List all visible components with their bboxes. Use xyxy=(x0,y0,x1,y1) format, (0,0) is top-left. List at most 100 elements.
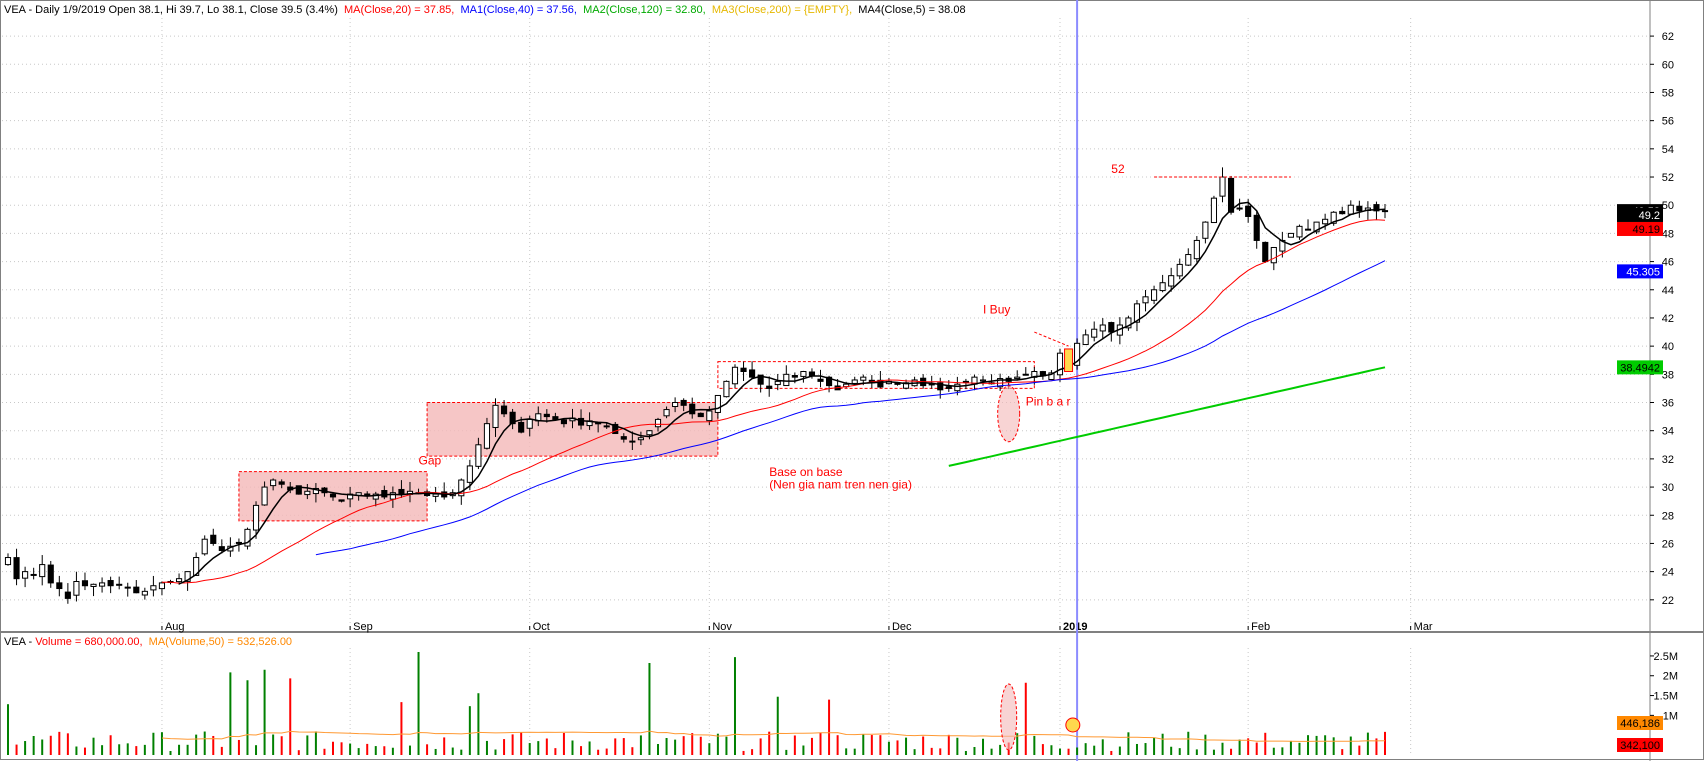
candle-body xyxy=(980,380,985,381)
buy-highlight xyxy=(1065,349,1073,372)
candle-body xyxy=(330,494,335,497)
candle-body xyxy=(818,379,823,381)
price-tag-label: 38.4942 xyxy=(1620,362,1660,374)
candle-body xyxy=(1211,198,1216,222)
candle-body xyxy=(527,419,532,428)
candle-body xyxy=(134,587,139,593)
candle-body xyxy=(809,372,814,376)
candle-body xyxy=(1100,325,1105,331)
candle-body xyxy=(117,584,122,585)
y-tick-label: 60 xyxy=(1662,59,1674,71)
annotation-base-sub: (Nen gia nam tren nen gia) xyxy=(769,477,912,491)
candle xyxy=(1263,241,1268,262)
ma40-legend: MA1(Close,40) = 37.56, xyxy=(461,4,577,16)
candle-body xyxy=(655,419,660,426)
y-tick-label: 28 xyxy=(1662,510,1674,522)
candle-body xyxy=(467,466,472,482)
candle-body xyxy=(91,584,96,586)
candle-body xyxy=(159,583,164,589)
candle-body xyxy=(792,376,797,378)
candle-body xyxy=(74,581,79,595)
candle-body xyxy=(1237,208,1242,209)
candle-body xyxy=(1348,205,1353,214)
candle-body xyxy=(630,441,635,442)
y-tick-label: 40 xyxy=(1662,341,1674,353)
annotation-gap: Gap xyxy=(419,454,442,468)
candle-body xyxy=(621,437,626,440)
candle-body xyxy=(784,374,789,385)
annotation-resistance: 52 xyxy=(1111,162,1125,176)
candle-body xyxy=(1220,177,1225,196)
y-tick-label: 42 xyxy=(1662,313,1674,325)
candle-body xyxy=(1382,211,1387,212)
y-tick-label: 46 xyxy=(1662,257,1674,269)
candle-body xyxy=(31,574,36,575)
candle-body xyxy=(767,386,772,388)
candle-body xyxy=(108,581,113,586)
candle-body xyxy=(339,500,344,501)
candle-body xyxy=(707,411,712,421)
x-tick-label: Feb xyxy=(1251,621,1270,633)
candle-body xyxy=(82,581,87,586)
candle-body xyxy=(1109,323,1114,333)
candle-body xyxy=(673,403,678,407)
candle-body xyxy=(750,370,755,377)
candle-body xyxy=(399,489,404,494)
x-tick-label: Mar xyxy=(1414,621,1433,633)
candle-body xyxy=(151,586,156,590)
ma20-legend: MA(Close,20) = 37.85, xyxy=(344,4,454,16)
candle-body xyxy=(493,405,498,427)
y-tick-label: 30 xyxy=(1662,482,1674,494)
y-tick-label: 32 xyxy=(1662,454,1674,466)
candle-body xyxy=(142,591,147,595)
volume-prefix: VEA - xyxy=(4,636,35,648)
candle-body xyxy=(40,565,45,577)
y-tick-label: 26 xyxy=(1662,538,1674,550)
candle xyxy=(1075,338,1080,369)
x-tick-label: Aug xyxy=(165,621,185,633)
candle-body xyxy=(1254,215,1259,240)
candle-body xyxy=(476,445,481,467)
candle-body xyxy=(57,583,62,589)
ma5-legend: MA4(Close,5) = 38.08 xyxy=(858,4,965,16)
candle-body xyxy=(48,565,53,583)
volume-value: Volume = 680,000.00, xyxy=(35,636,142,648)
candle-body xyxy=(801,372,806,377)
y-tick-label: 36 xyxy=(1662,398,1674,410)
candle-body xyxy=(1160,283,1165,291)
candle xyxy=(1194,236,1199,262)
candle-body xyxy=(690,404,695,414)
candle-body xyxy=(741,368,746,371)
candle-body xyxy=(1288,233,1293,237)
candle-body xyxy=(262,487,267,505)
candle-body xyxy=(1186,255,1191,266)
x-tick-label: Sep xyxy=(353,621,373,633)
candle-body xyxy=(202,539,207,554)
candle-body xyxy=(561,420,566,424)
ma200-legend: MA3(Close,200) = {EMPTY}, xyxy=(712,4,852,16)
candle-body xyxy=(1263,242,1268,261)
price-tag-label: 49.2 xyxy=(1639,210,1660,222)
candle-body xyxy=(271,480,276,486)
x-tick-label: 2019 xyxy=(1063,621,1087,633)
x-tick-label: Nov xyxy=(712,621,732,633)
candle-body xyxy=(1305,229,1310,230)
volume-pane-frame xyxy=(1,633,1704,760)
candle-body xyxy=(1057,353,1062,375)
candle-body xyxy=(253,505,258,530)
vol-y-label: 1M xyxy=(1663,710,1678,722)
candle-body xyxy=(1177,264,1182,275)
candle-body xyxy=(647,431,652,435)
candle-body xyxy=(5,558,10,565)
candle-body xyxy=(544,414,549,416)
candle-body xyxy=(1023,374,1028,375)
candle-body xyxy=(219,547,224,551)
candle-body xyxy=(946,387,951,389)
candle-body xyxy=(14,558,19,579)
pinbar-highlight xyxy=(998,386,1020,442)
candle xyxy=(1288,233,1293,237)
candle-body xyxy=(100,583,105,586)
candle-body xyxy=(553,417,558,420)
ma120-legend: MA2(Close,120) = 32.80, xyxy=(583,4,706,16)
